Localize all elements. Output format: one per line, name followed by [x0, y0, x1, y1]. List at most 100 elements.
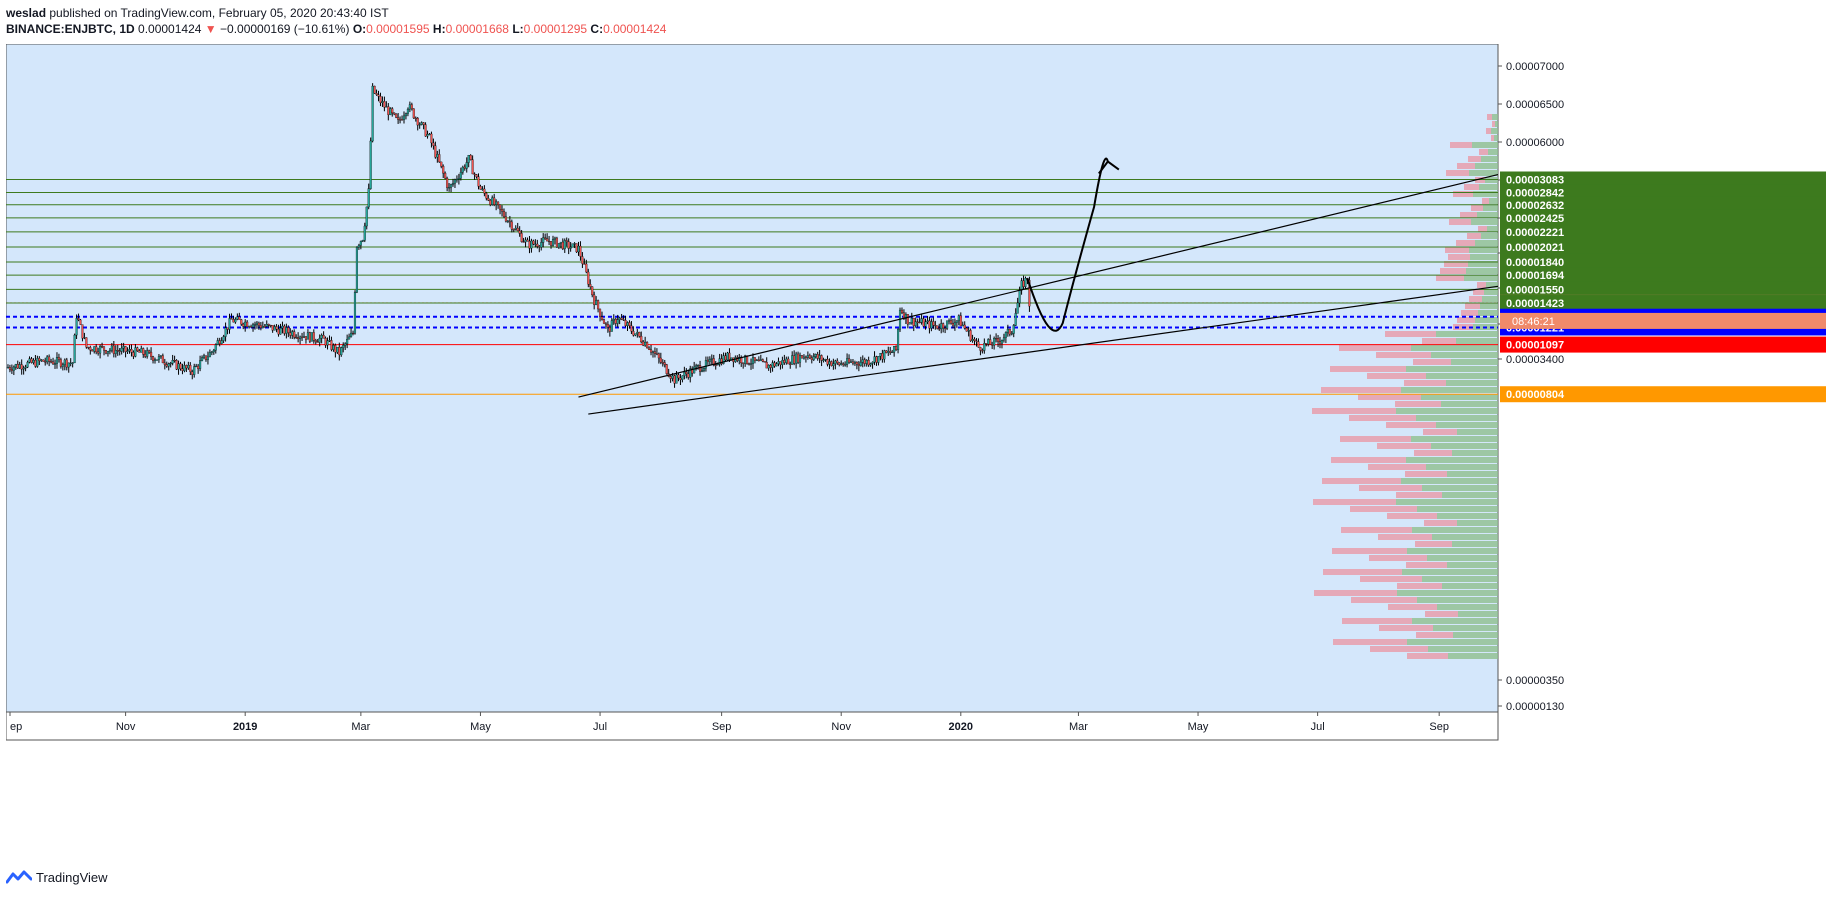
candle-body	[26, 361, 29, 368]
candle-body	[242, 323, 245, 327]
volume-profile-down-bar	[1423, 429, 1457, 435]
time-axis[interactable]	[6, 711, 1499, 741]
candle-body	[338, 347, 341, 356]
candle-body	[532, 240, 535, 245]
candle-body	[551, 239, 555, 246]
candle-body	[340, 347, 343, 356]
candle-body	[355, 247, 358, 293]
candle-body	[624, 320, 627, 326]
candle-body	[628, 322, 631, 326]
plot-area[interactable]	[6, 44, 1499, 713]
candle-body	[769, 364, 772, 368]
volume-profile-down-bar	[1460, 212, 1477, 218]
candle-body	[28, 358, 31, 363]
candle-body	[201, 357, 204, 361]
candle-body	[314, 340, 317, 342]
level-label-box	[1500, 267, 1826, 284]
candle-body	[444, 172, 447, 179]
candle-body	[940, 323, 943, 330]
volume-profile-down-bar	[1321, 387, 1401, 393]
candle-body	[993, 338, 996, 346]
candle-body	[895, 346, 898, 350]
candle-body	[336, 347, 339, 353]
volume-profile-up-bar	[1475, 317, 1498, 323]
candle-body	[767, 364, 770, 369]
candle-body	[728, 352, 731, 360]
volume-profile-down-bar	[1341, 527, 1412, 533]
volume-profile-up-bar	[1431, 443, 1498, 449]
volume-profile-down-bar	[1469, 296, 1482, 302]
candle-body	[910, 318, 913, 323]
candle-body	[495, 201, 498, 205]
candle-body	[530, 240, 533, 249]
volume-profile-up-bar	[1426, 464, 1498, 470]
candle-body	[851, 361, 855, 364]
price-chart[interactable]: 0.000070000.000065000.000060000.00005500…	[6, 44, 1828, 862]
volume-profile-down-bar	[1359, 485, 1422, 491]
candle-body	[493, 197, 496, 205]
chart-frame[interactable]: 0.000070000.000065000.000060000.00005500…	[6, 44, 1828, 862]
candle-body	[781, 360, 784, 365]
candle-body	[944, 327, 947, 329]
candle-body	[122, 346, 125, 349]
candle-body	[171, 360, 174, 364]
candle-body	[646, 341, 649, 349]
candle-body	[293, 331, 296, 338]
volume-profile-up-bar	[1397, 590, 1498, 596]
trendline[interactable]	[578, 173, 1499, 398]
candle-body	[193, 366, 196, 375]
volume-profile-up-bar	[1477, 212, 1498, 218]
candle-body	[93, 346, 96, 352]
candle-body	[936, 325, 939, 329]
candle-body	[947, 320, 951, 322]
x-tick-label: Sep	[712, 721, 732, 733]
candle-body	[306, 332, 309, 340]
volume-profile-down-bar	[1414, 450, 1452, 456]
candle-body	[361, 240, 364, 242]
volume-profile-up-bar	[1473, 191, 1498, 197]
candle-body	[875, 356, 878, 363]
candle-body	[555, 237, 558, 248]
candle-body	[453, 179, 457, 184]
level-label-box	[1500, 223, 1826, 240]
volume-profile-down-bar	[1385, 331, 1436, 337]
candle-body	[400, 119, 404, 121]
candle-body	[849, 361, 853, 363]
x-tick-label: Sep	[1429, 721, 1449, 733]
candle-body	[153, 359, 157, 361]
candle-body	[146, 350, 149, 357]
candle-body	[873, 356, 876, 363]
candle-body	[614, 319, 617, 324]
candle-body	[304, 336, 308, 340]
volume-profile-up-bar	[1481, 233, 1498, 239]
candle-body	[204, 355, 208, 361]
candle-body	[589, 284, 592, 287]
candle-body	[334, 345, 337, 353]
volume-profile-down-bar	[1468, 156, 1481, 162]
volume-profile-down-bar	[1457, 163, 1475, 169]
candle-body	[101, 346, 104, 348]
candle-body	[991, 344, 994, 346]
candle-body	[569, 247, 572, 249]
candle-body	[749, 363, 753, 365]
price-axis[interactable]	[1498, 44, 1828, 712]
candle-body	[253, 324, 257, 326]
tradingview-logo-icon[interactable]	[6, 869, 32, 885]
candle-body	[689, 368, 692, 378]
author-name[interactable]: weslad	[6, 6, 47, 20]
candle-body	[432, 142, 435, 146]
candle-body	[965, 327, 968, 332]
candle-body	[924, 321, 927, 327]
candle-body	[687, 373, 690, 378]
candle-body	[795, 353, 798, 364]
candle-body	[232, 319, 235, 323]
candle-body	[416, 118, 419, 126]
candle-body	[151, 356, 155, 361]
candle-body	[126, 350, 129, 352]
volume-profile-down-bar	[1387, 513, 1437, 519]
tradingview-brand[interactable]: TradingView	[36, 869, 108, 885]
trendline[interactable]	[588, 285, 1499, 415]
candle-body	[463, 166, 466, 169]
candle-body	[761, 359, 764, 362]
candle-body	[538, 246, 541, 248]
